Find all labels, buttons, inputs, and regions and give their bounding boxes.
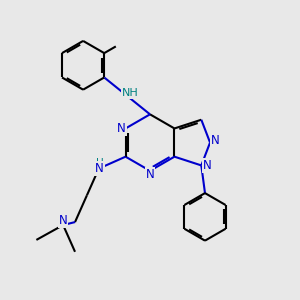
Text: N: N	[59, 214, 68, 227]
Text: N: N	[203, 159, 212, 172]
Text: H: H	[96, 158, 104, 168]
Text: NH: NH	[122, 88, 139, 98]
Text: N: N	[146, 168, 154, 181]
Text: N: N	[211, 134, 220, 147]
Text: N: N	[117, 122, 126, 135]
Text: N: N	[94, 162, 103, 175]
